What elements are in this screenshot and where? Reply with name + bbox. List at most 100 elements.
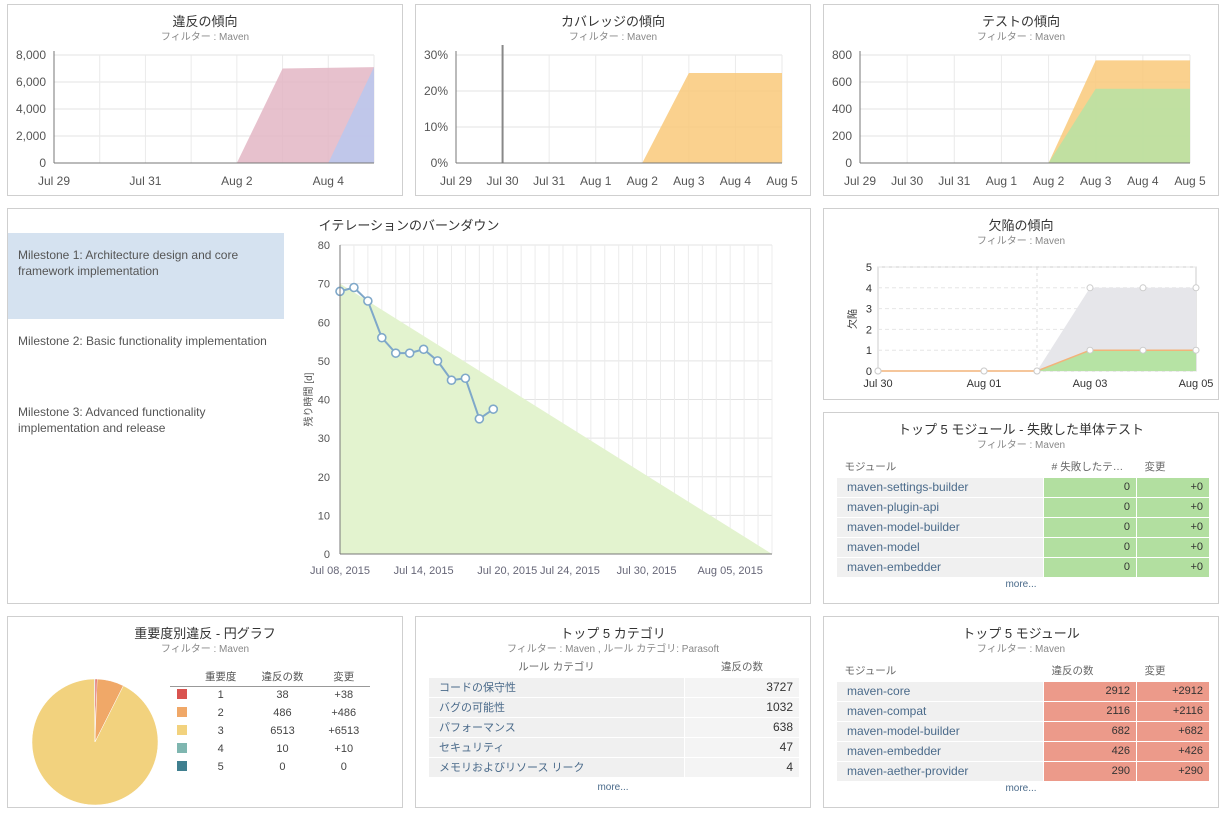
- module-link[interactable]: maven-embedder: [836, 556, 1044, 578]
- series-area-2: [1048, 88, 1190, 163]
- module-link[interactable]: maven-aether-provider: [836, 760, 1044, 782]
- module-link[interactable]: maven-compat: [836, 700, 1044, 722]
- table-row[interactable]: maven-compat 2116 +2116: [836, 700, 1210, 722]
- change-value: +426: [1136, 740, 1210, 762]
- module-link[interactable]: maven-model: [836, 536, 1044, 558]
- failed-count: 0: [1043, 536, 1137, 558]
- severity-color-swatch: [177, 760, 187, 771]
- category-link[interactable]: メモリおよびリソース リーク: [428, 756, 685, 778]
- y-tick-label: 4: [866, 283, 872, 295]
- module-link[interactable]: maven-model-builder: [836, 516, 1044, 538]
- module-link[interactable]: maven-core: [836, 680, 1044, 702]
- module-link[interactable]: maven-embedder: [836, 740, 1044, 762]
- milestone-1[interactable]: Milestone 1: Architecture design and cor…: [8, 233, 284, 319]
- table-row[interactable]: maven-plugin-api 0 +0: [836, 496, 1210, 518]
- more-link[interactable]: more...: [1005, 783, 1037, 794]
- burndown-point: [377, 332, 387, 343]
- y-tick-label: 0: [866, 366, 872, 378]
- table-row[interactable]: maven-model-builder 682 +682: [836, 720, 1210, 742]
- x-tick-label: Jul 31: [938, 174, 970, 188]
- severity-change: +10: [334, 743, 354, 755]
- y-tick-label: 0: [39, 156, 46, 170]
- x-tick-label: Jul 29: [844, 174, 876, 188]
- more-link[interactable]: more...: [1005, 579, 1037, 590]
- more-link[interactable]: more...: [597, 782, 629, 793]
- col-change[interactable]: 変更: [1144, 461, 1166, 474]
- category-link[interactable]: セキュリティ: [428, 736, 685, 758]
- module-link[interactable]: maven-plugin-api: [836, 496, 1044, 518]
- legend-row: 4 10 +10: [170, 740, 370, 758]
- milestone-3[interactable]: Milestone 3: Advanced functionality impl…: [18, 405, 206, 435]
- defect-point: [1192, 284, 1200, 292]
- change-value: +290: [1136, 760, 1210, 782]
- severity-sev: 3: [217, 725, 224, 737]
- col-change: 変更: [317, 668, 370, 687]
- x-tick-label: Aug 2: [627, 174, 659, 188]
- table-row[interactable]: バグの可能性 1032: [428, 696, 800, 718]
- burndown-point: [390, 348, 401, 358]
- defects-chart: 0 1 2 3 4 5 Jul 30 Aug 01 Aug 03 Aug 05 欠陥: [846, 262, 1213, 390]
- table-row[interactable]: maven-core 2912 +2912: [836, 680, 1210, 702]
- categories-table: ルール カテゴリ 違反の数 コードの保守性 3727 バグの可能性 1032 パ…: [428, 657, 800, 778]
- modules-table: モジュール 違反の数 変更 maven-core 2912 +2912 mave…: [836, 661, 1210, 782]
- col-violation-count[interactable]: 違反の数: [1051, 665, 1094, 678]
- defect-point: [1192, 346, 1200, 354]
- x-tick-label: Jul 31: [129, 174, 161, 188]
- burndown-point: [446, 375, 457, 385]
- change-value: +0: [1136, 516, 1210, 538]
- panel-title: テストの傾向: [981, 14, 1060, 29]
- violations-chart: 0 2,000 4,000 6,000 8,000 Jul 29 Jul 31 Aug 2 Au…: [16, 48, 375, 188]
- x-tick-label: Jul 30: [487, 174, 519, 188]
- table-row[interactable]: セキュリティ 47: [428, 736, 800, 758]
- failed-count: 0: [1043, 476, 1137, 498]
- violation-count: 2116: [1043, 700, 1137, 722]
- failed-count: 0: [1043, 516, 1137, 538]
- severity-pie-panel: 重要度別違反 - 円グラフ フィルター : Maven 重要度 違反の数 変更 …: [7, 616, 403, 808]
- y-axis-label: 残り時間 [d]: [302, 372, 315, 426]
- y-tick-label: 0: [845, 156, 852, 170]
- col-change[interactable]: 変更: [1144, 665, 1166, 678]
- violation-count: 1032: [684, 696, 800, 718]
- x-tick-label: Aug 1: [580, 174, 612, 188]
- category-link[interactable]: パフォーマンス: [428, 716, 685, 738]
- x-tick-label: Jul 30: [863, 378, 892, 390]
- panel-filter: フィルター : Maven: [976, 236, 1066, 247]
- legend-row: 3 6513 +6513: [170, 722, 370, 740]
- severity-sev: 1: [217, 689, 224, 702]
- col-violation-count[interactable]: 違反の数: [721, 661, 763, 674]
- severity-count: 10: [276, 743, 289, 755]
- category-link[interactable]: バグの可能性: [428, 696, 685, 718]
- defect-point: [1139, 284, 1147, 292]
- table-row[interactable]: maven-embedder 0 +0: [836, 556, 1210, 578]
- burndown-point: [488, 404, 499, 414]
- module-link[interactable]: maven-model-builder: [836, 720, 1044, 742]
- col-rule-category[interactable]: ルール カテゴリ: [518, 661, 595, 674]
- x-tick-label: Jul 29: [440, 174, 472, 188]
- table-row[interactable]: maven-aether-provider 290 +290: [836, 760, 1210, 782]
- category-link[interactable]: コードの保守性: [428, 676, 685, 698]
- violation-count: 638: [684, 716, 800, 738]
- y-tick-label: 80: [318, 240, 330, 252]
- table-row[interactable]: パフォーマンス 638: [428, 716, 800, 738]
- milestone-2[interactable]: Milestone 2: Basic functionality impleme…: [18, 334, 267, 348]
- violation-count: 290: [1043, 760, 1137, 782]
- col-failed-count[interactable]: # 失敗したテ…: [1051, 461, 1124, 474]
- x-tick-label: Aug 4: [1127, 174, 1159, 188]
- y-axis-label: 欠陥: [846, 309, 859, 329]
- ideal-burndown-area: [340, 283, 772, 554]
- violation-count: 426: [1043, 740, 1137, 762]
- y-tick-label: 30: [318, 433, 330, 445]
- col-module[interactable]: モジュール: [844, 665, 897, 678]
- table-row[interactable]: maven-model 0 +0: [836, 536, 1210, 558]
- y-tick-label: 0%: [431, 156, 449, 170]
- table-row[interactable]: maven-settings-builder 0 +0: [836, 476, 1210, 498]
- module-link[interactable]: maven-settings-builder: [836, 476, 1044, 498]
- col-module[interactable]: モジュール: [844, 461, 897, 474]
- burndown-chart: 0 10 20 30 40 50 60 70 80 Jul 08, 2015 Jul 14, 201…: [302, 240, 773, 577]
- y-tick-label: 4,000: [16, 102, 46, 116]
- table-row[interactable]: maven-embedder 426 +426: [836, 740, 1210, 762]
- table-row[interactable]: コードの保守性 3727: [428, 676, 800, 698]
- table-row[interactable]: maven-model-builder 0 +0: [836, 516, 1210, 538]
- x-tick-label: Aug 1: [986, 174, 1018, 188]
- table-row[interactable]: メモリおよびリソース リーク 4: [428, 756, 800, 778]
